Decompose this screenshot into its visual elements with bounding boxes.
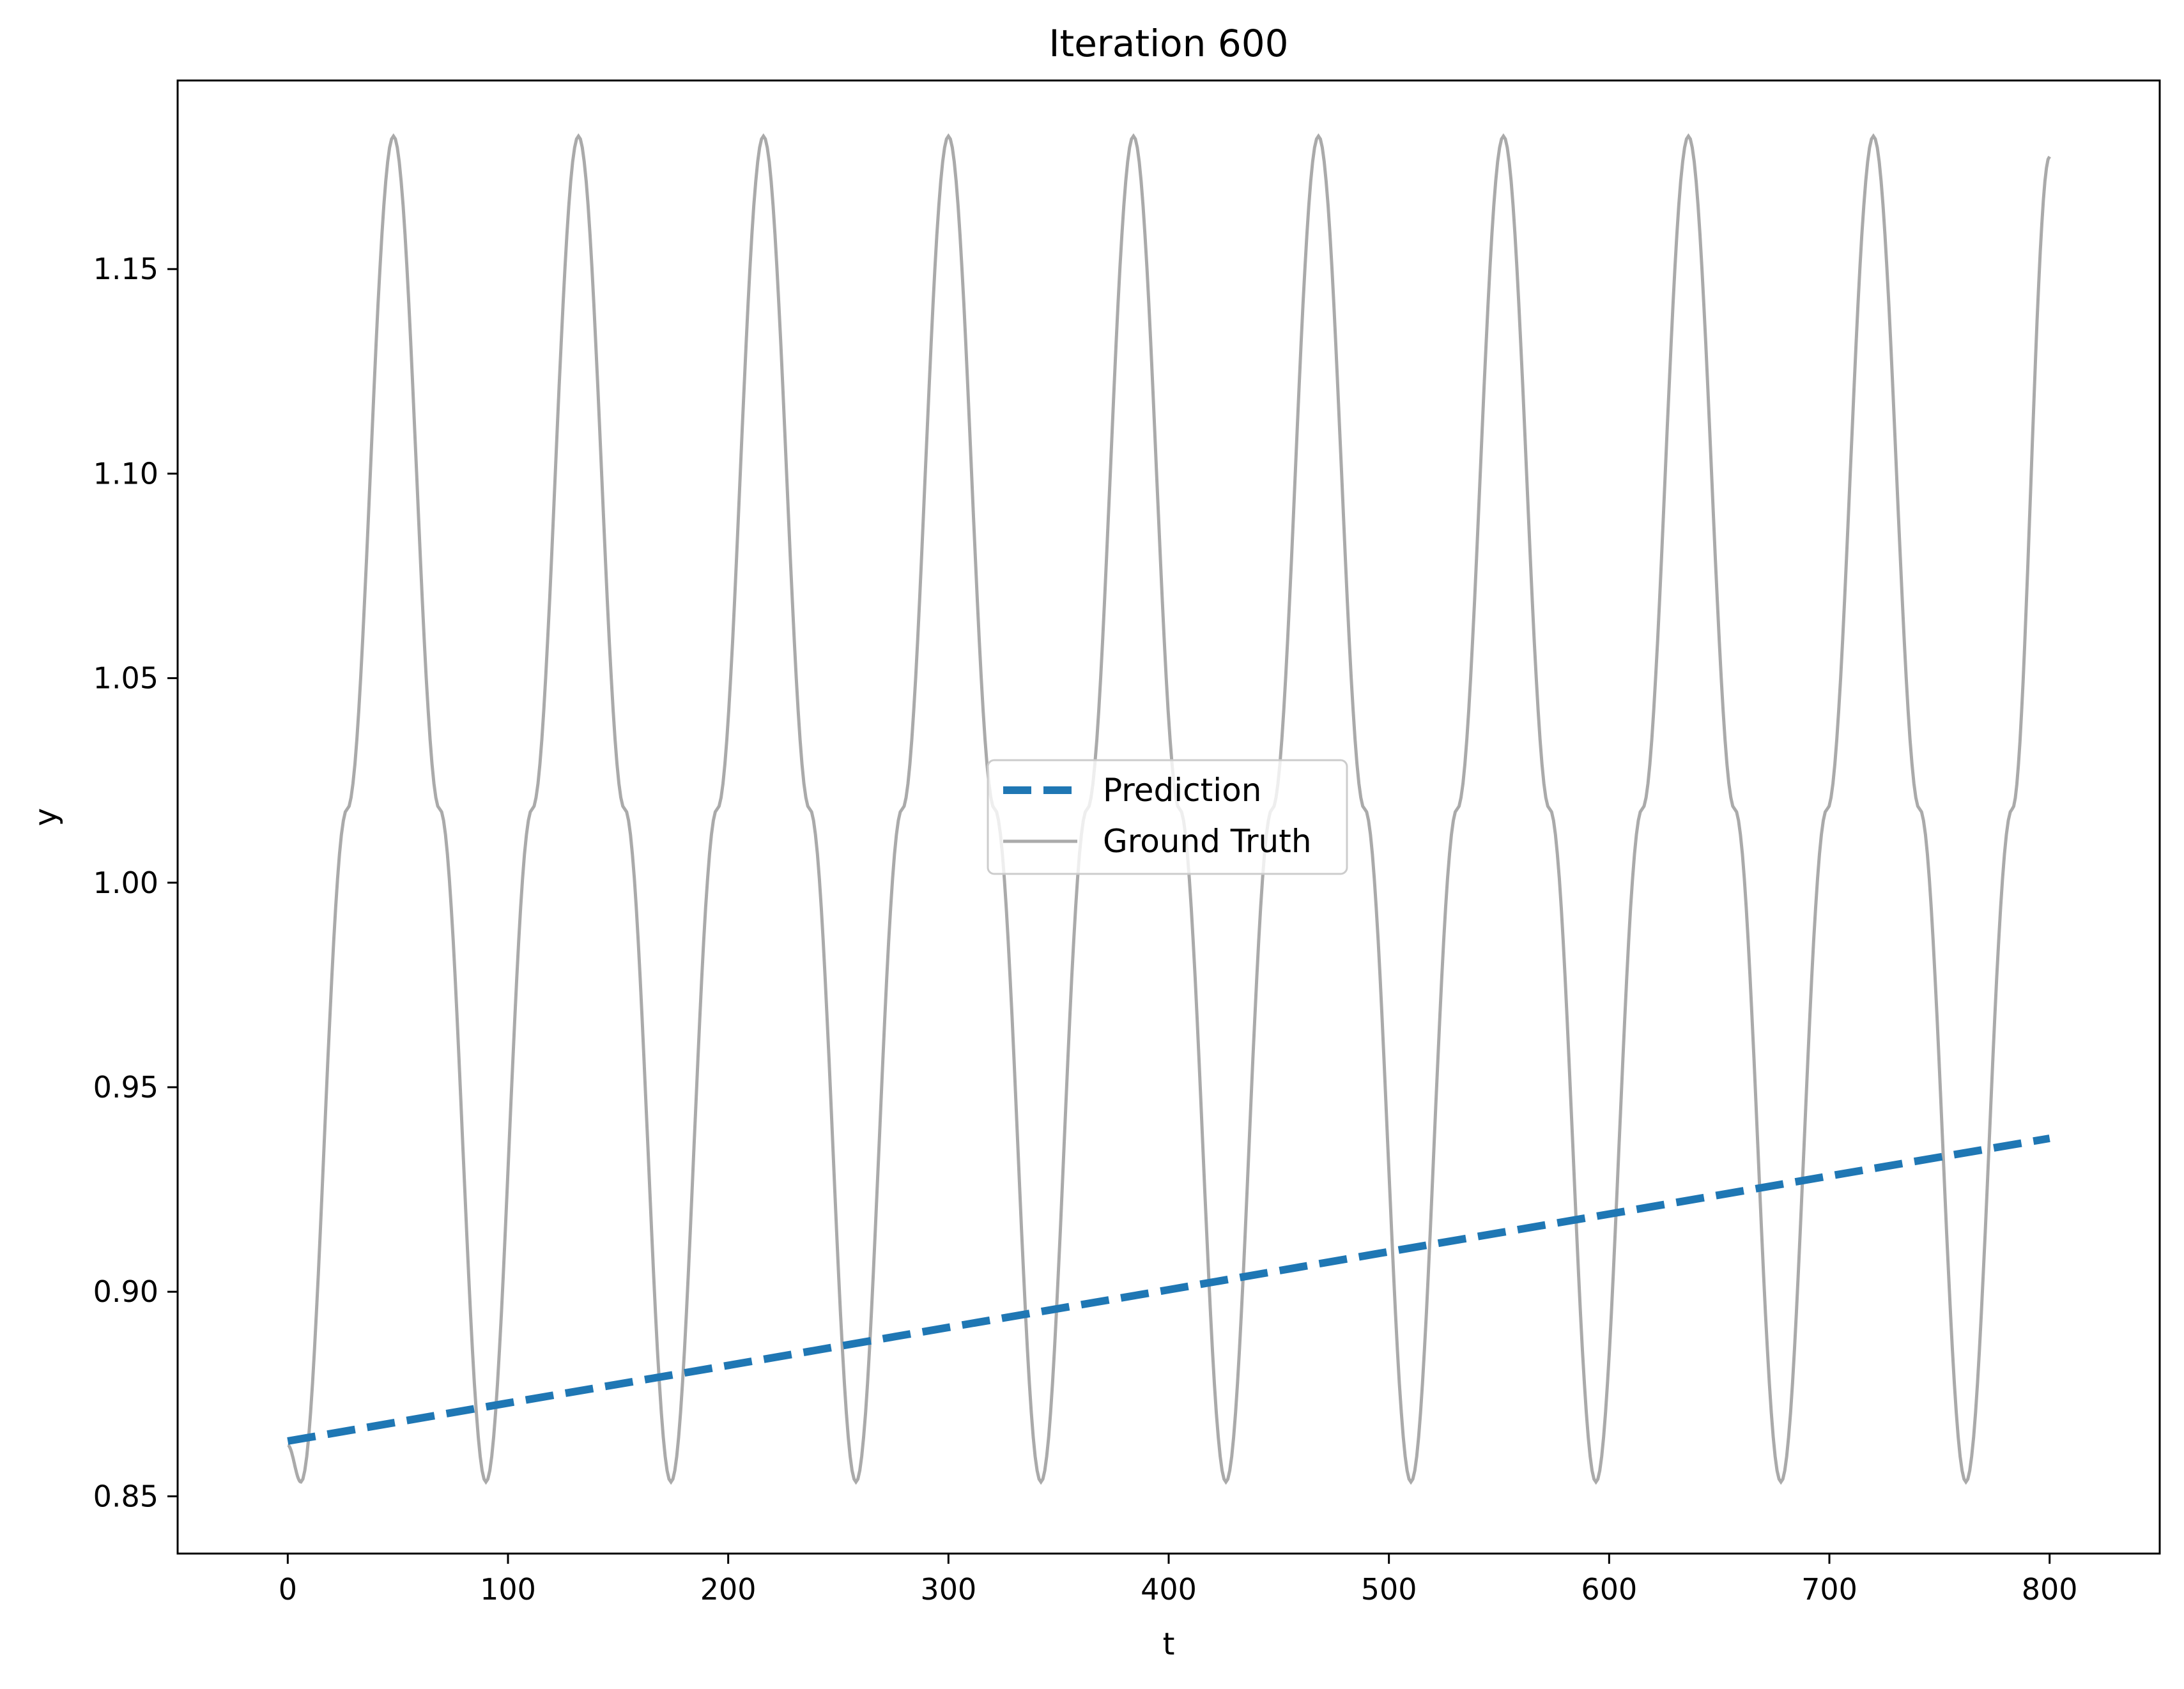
x-tick-label: 200 (700, 1572, 757, 1607)
x-tick-label: 400 (1141, 1572, 1197, 1607)
x-tick-label: 600 (1581, 1572, 1637, 1607)
y-tick-label: 1.10 (93, 456, 158, 491)
prediction-line (287, 1135, 2050, 1445)
y-tick-label: 0.95 (93, 1070, 158, 1104)
x-tick-label: 0 (279, 1572, 297, 1607)
legend-box (987, 759, 1348, 875)
legend: Prediction Ground Truth (987, 759, 1348, 875)
x-axis: 0 100 200 300 400 500 600 700 800 (279, 1554, 2078, 1607)
y-axis-label: y (28, 808, 64, 826)
x-tick-label: 100 (480, 1572, 536, 1607)
y-tick-label: 1.15 (93, 252, 158, 286)
x-tick-label: 300 (920, 1572, 976, 1607)
series-layer (287, 133, 2051, 1485)
x-tick-label: 700 (1801, 1572, 1857, 1607)
x-tick-label: 500 (1361, 1572, 1417, 1607)
y-tick-label: 0.85 (93, 1479, 158, 1513)
y-tick-label: 1.05 (93, 661, 158, 696)
legend-ground-truth-label: Ground Truth (1103, 823, 1312, 860)
y-axis: 0.85 0.90 0.95 1.00 1.05 1.10 1.15 (93, 252, 178, 1513)
ground-truth-line (287, 133, 2051, 1485)
y-tick-label: 1.00 (93, 866, 158, 900)
y-tick-label: 0.90 (93, 1274, 158, 1309)
legend-prediction-label: Prediction (1103, 772, 1261, 809)
x-axis-label: t (1163, 1626, 1175, 1662)
x-tick-label: 800 (2022, 1572, 2078, 1607)
chart-title: Iteration 600 (1049, 22, 1288, 65)
